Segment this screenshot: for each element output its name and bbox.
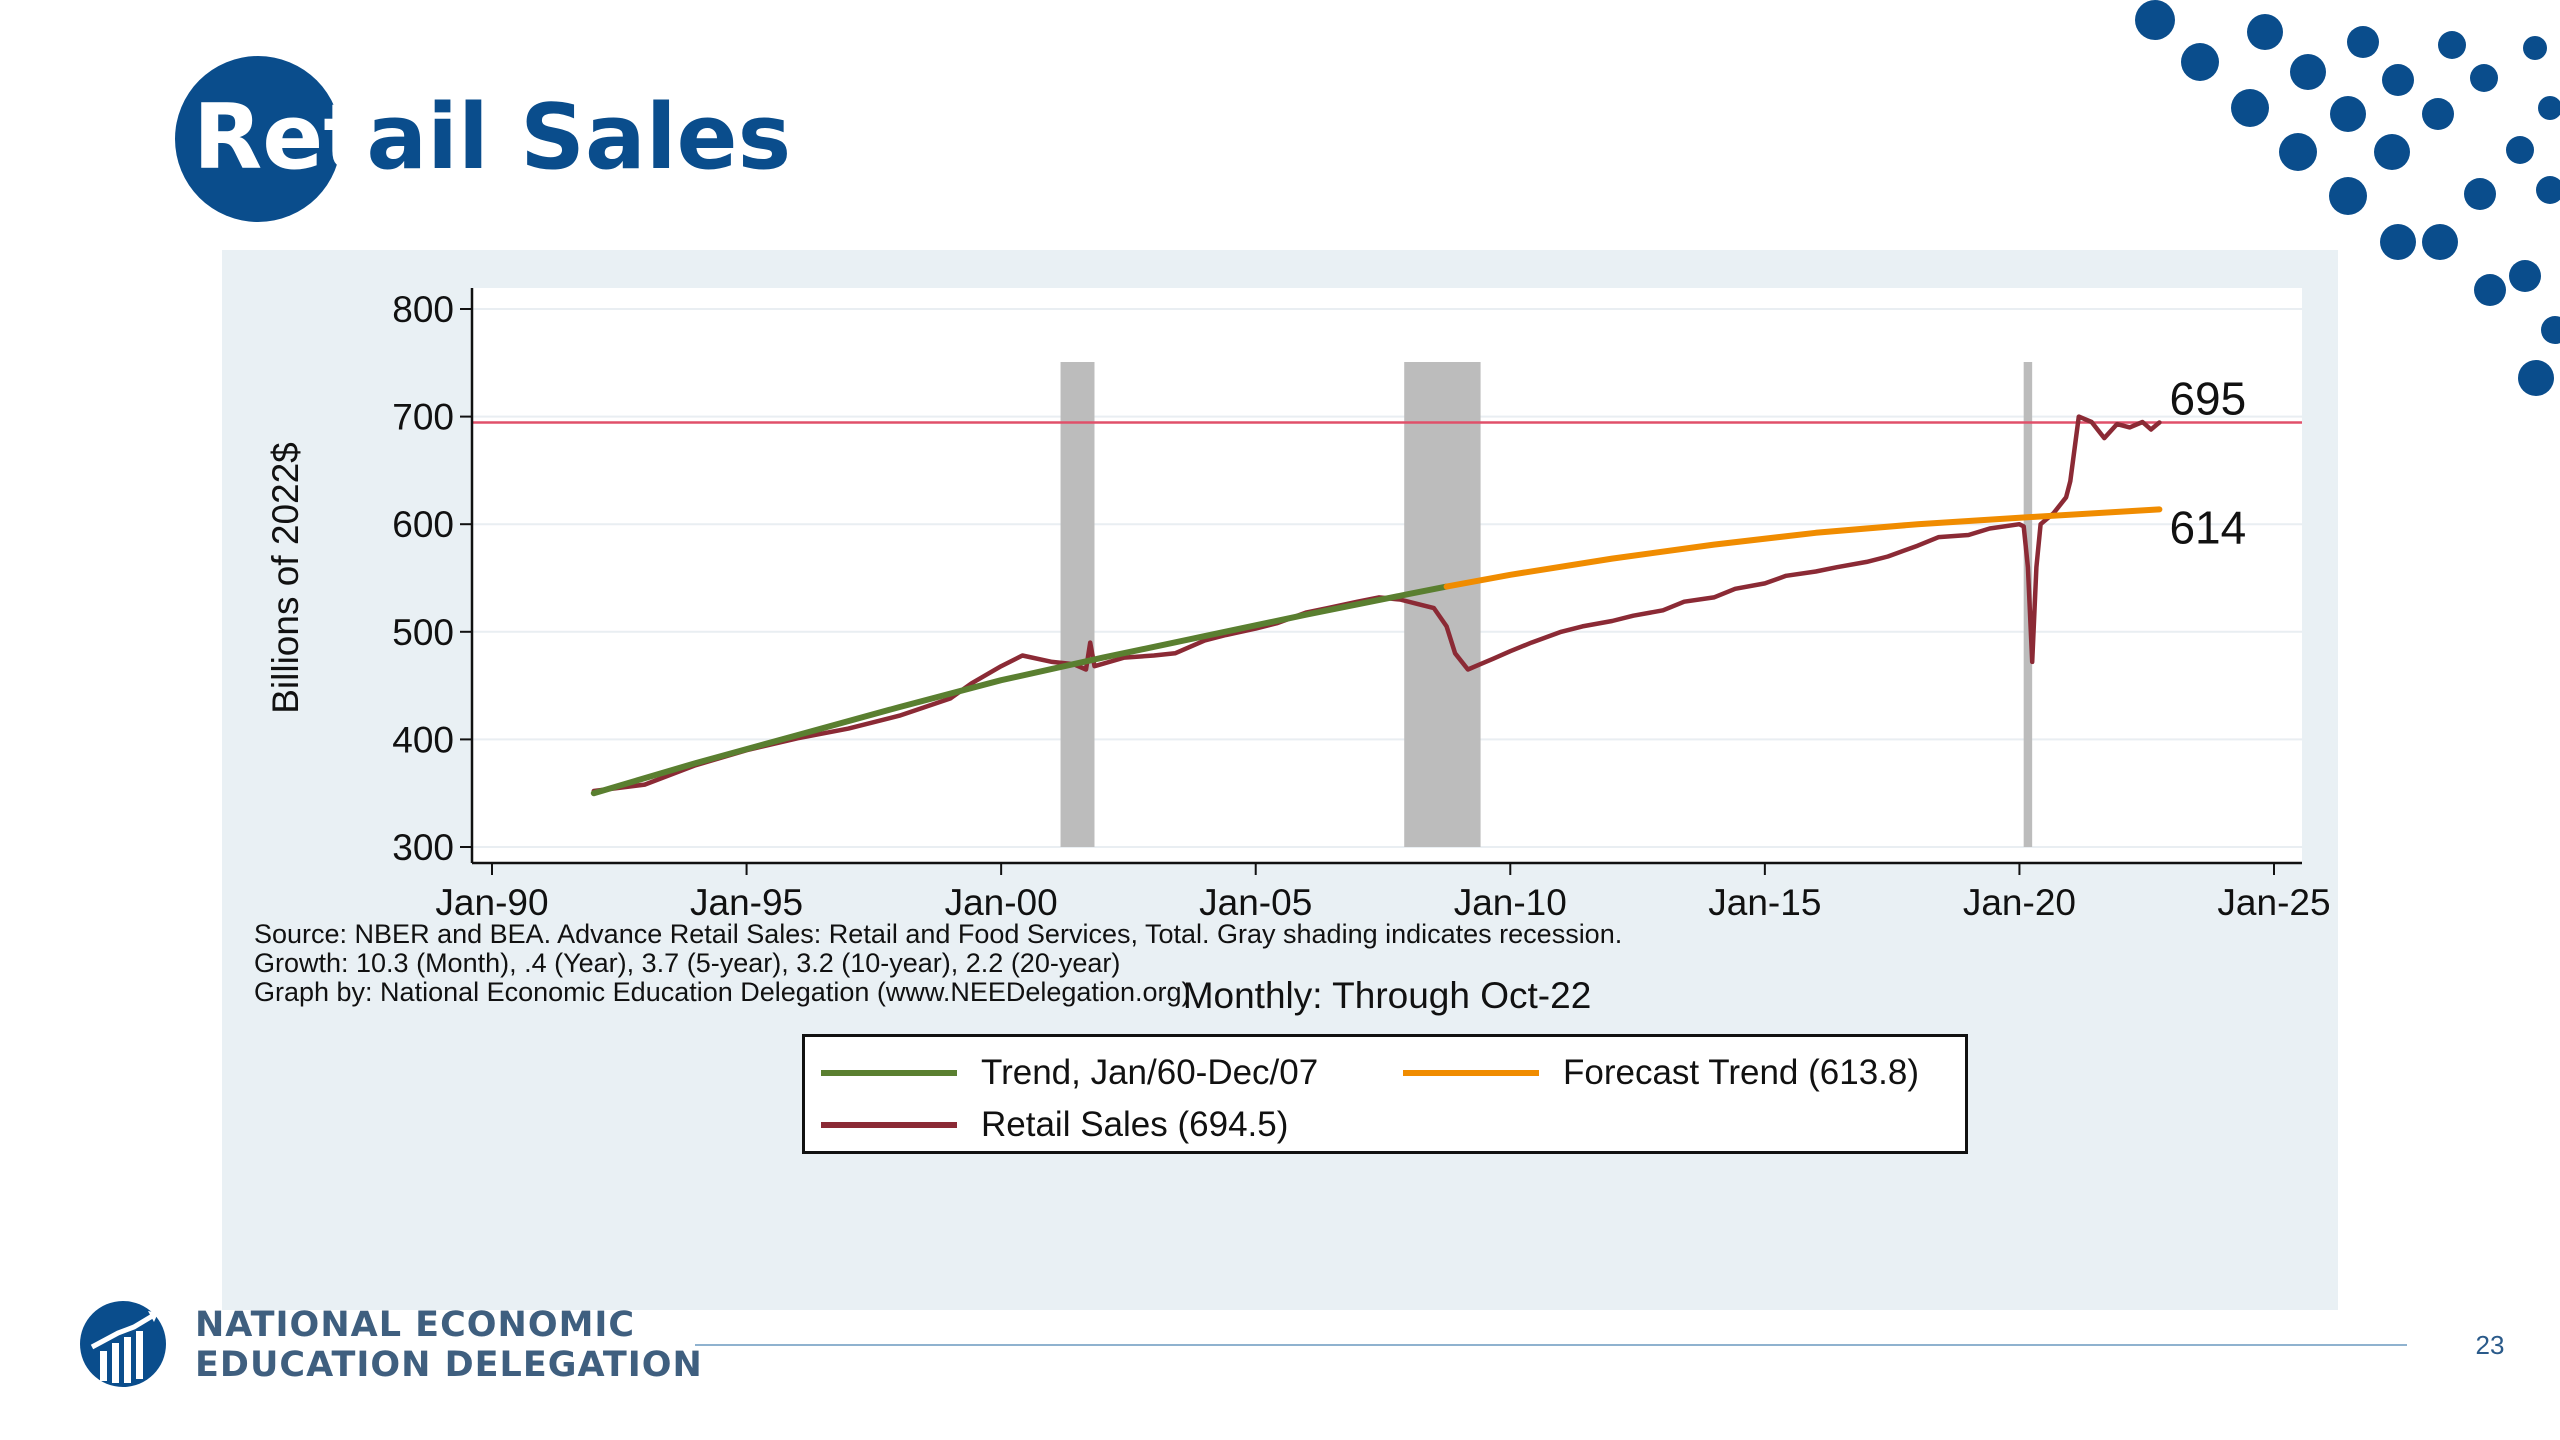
x-tick-label: Jan-95 — [690, 882, 803, 923]
title-accent-circle — [175, 56, 341, 222]
decorative-dot — [2231, 89, 2269, 127]
slide-title: Retail Sales — [193, 78, 791, 198]
legend-label-retail: Retail Sales (694.5) — [981, 1105, 1289, 1144]
decorative-dot — [2470, 64, 2498, 92]
end-label-614: 614 — [2169, 501, 2246, 553]
decorative-dot — [2374, 134, 2410, 170]
decorative-dot — [2247, 14, 2283, 50]
credit-line: Graph by: National Economic Education De… — [254, 977, 1191, 1007]
y-axis-ticks: 300 400 500 600 700 800 — [392, 289, 472, 868]
decorative-dot — [2523, 36, 2547, 60]
decorative-dot — [2509, 260, 2541, 292]
org-name-line-1: NATIONAL ECONOMIC — [195, 1305, 636, 1345]
x-axis-ticks: Jan-90 Jan-95 Jan-00 Jan-05 Jan-10 Jan-15 Jan-… — [435, 863, 2331, 923]
end-label-695: 695 — [2169, 373, 2246, 425]
slide-title-highlight: Ret — [193, 85, 367, 190]
decorative-dot — [2536, 176, 2560, 204]
y-tick-label: 600 — [392, 504, 454, 545]
series-lines — [590, 414, 2163, 797]
decorative-dot — [2135, 0, 2175, 40]
end-value-labels: 695 614 — [2169, 373, 2246, 554]
decorative-dot — [2422, 98, 2454, 130]
decorative-dot — [2279, 133, 2317, 171]
x-tick-label: Jan-00 — [945, 882, 1058, 923]
footer-divider — [695, 1344, 2407, 1346]
decorative-dot-pattern — [2135, 0, 2560, 396]
decorative-dot — [2541, 316, 2560, 344]
legend-label-trend: Trend, Jan/60-Dec/07 — [981, 1053, 1319, 1092]
decorative-dot — [2474, 274, 2506, 306]
legend-swatch-trend — [821, 1070, 957, 1076]
x-tick-label: Jan-90 — [435, 882, 548, 923]
decorative-dot — [2506, 136, 2534, 164]
nee-logo-icon — [80, 1301, 166, 1387]
source-notes: Source: NBER and BEA. Advance Retail Sal… — [254, 920, 2054, 1007]
x-tick-label: Jan-10 — [1454, 882, 1567, 923]
chart-panel: 300 400 500 600 700 800 Jan-90 Jan-95 Jan-00 Jan… — [222, 250, 2338, 1310]
decorative-dot — [2380, 224, 2416, 260]
chart-legend: Trend, Jan/60-Dec/07 Forecast Trend (613… — [802, 1034, 1968, 1154]
decorative-dot — [2438, 31, 2466, 59]
page-number: 23 — [2475, 1330, 2505, 1360]
org-name: NATIONAL ECONOMIC EDUCATION DELEGATION — [195, 1305, 703, 1385]
decorative-dot — [2347, 26, 2379, 58]
growth-line: Growth: 10.3 (Month), .4 (Year), 3.7 (5-… — [254, 948, 1121, 978]
x-tick-label: Jan-05 — [1199, 882, 1312, 923]
y-axis-label: Billions of 2022$ — [265, 442, 306, 714]
grid-lines — [472, 308, 2302, 848]
decorative-dot — [2181, 43, 2219, 81]
legend-swatch-retail — [821, 1122, 957, 1128]
x-axis-label: Monthly: Through Oct-22 — [1183, 975, 1592, 1016]
decorative-dot — [2464, 178, 2496, 210]
series-line-trend — [590, 583, 1450, 797]
y-tick-label: 800 — [392, 289, 454, 330]
plot-area — [472, 288, 2302, 863]
decorative-dot — [2330, 96, 2366, 132]
y-tick-label: 400 — [392, 719, 454, 760]
decorative-dot — [2382, 64, 2414, 96]
legend-label-forecast: Forecast Trend (613.8) — [1563, 1053, 1919, 1092]
x-tick-label: Jan-25 — [2217, 882, 2330, 923]
y-tick-label: 300 — [392, 827, 454, 868]
decorative-dot — [2329, 177, 2367, 215]
decorative-dot — [2518, 360, 2554, 396]
decorative-dot — [2290, 54, 2326, 90]
legend-swatch-forecast — [1403, 1070, 1539, 1076]
source-line: Source: NBER and BEA. Advance Retail Sal… — [254, 919, 1623, 949]
decorative-dot — [2422, 224, 2458, 260]
x-tick-label: Jan-15 — [1708, 882, 1821, 923]
decorative-dot — [2538, 96, 2560, 120]
series-line-forecast — [1443, 506, 2163, 590]
recession-band — [1060, 362, 1095, 847]
slide-title-rest: ail Sales — [366, 85, 792, 190]
y-tick-label: 500 — [392, 612, 454, 653]
x-tick-label: Jan-20 — [1963, 882, 2076, 923]
y-tick-label: 700 — [392, 397, 454, 438]
axes — [470, 288, 2302, 865]
org-name-line-2: EDUCATION DELEGATION — [195, 1345, 703, 1385]
